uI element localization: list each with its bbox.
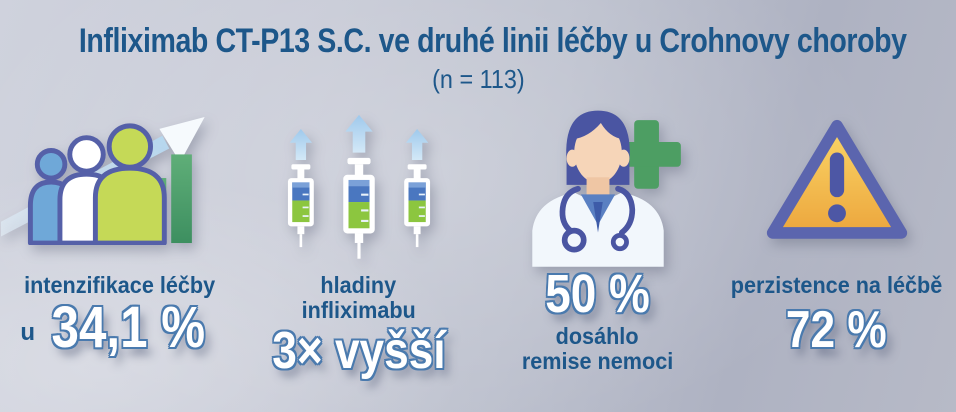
page-title: Infliximab CT-P13 S.C. ve druhé linii lé… [78, 22, 907, 60]
growth-chart-people-icon [0, 97, 239, 267]
stat-column-perzistence: perzistence na léčbě 72 % [717, 97, 956, 376]
stat-value-prefix: u [20, 318, 36, 346]
stats-row: intenzifikace léčby u 34,1 % [0, 97, 956, 380]
stat-value: 3× vyšší [271, 321, 446, 380]
stat-label: intenzifikace léčby [23, 271, 216, 298]
growth-chart-people-svg [0, 116, 205, 245]
header: Infliximab CT-P13 S.C. ve druhé linii lé… [0, 0, 956, 93]
stat-value: 34,1 % [51, 294, 206, 360]
stat-column-hladiny: hladiny infliximabu 3× vyšší [239, 97, 478, 380]
doctor-svg [531, 110, 681, 267]
stat-label-line1: hladiny [320, 271, 397, 298]
doctor-green-cross-icon [498, 97, 698, 267]
syringes-rising-icon [265, 97, 453, 267]
stat-label-line1: dosáhlo [556, 323, 639, 350]
stat-label-line2: remise nemoci [521, 348, 674, 375]
stat-value: 50 % [545, 263, 650, 324]
warning-triangle-svg [766, 119, 907, 239]
stat-label-line2: infliximabu [301, 296, 416, 323]
sample-size-subtitle: (n = 113) [431, 63, 525, 94]
stat-column-intenzifikace: intenzifikace léčby u 34,1 % [0, 97, 239, 376]
stat-value: 72 % [786, 300, 887, 359]
syringes-svg [286, 113, 431, 260]
stat-value-row: u 34,1 % [20, 294, 218, 360]
stat-column-remise: 50 % dosáhlo remise nemoci [478, 97, 717, 376]
stat-label: perzistence na léčbě [730, 271, 943, 298]
warning-triangle-icon [761, 97, 913, 267]
